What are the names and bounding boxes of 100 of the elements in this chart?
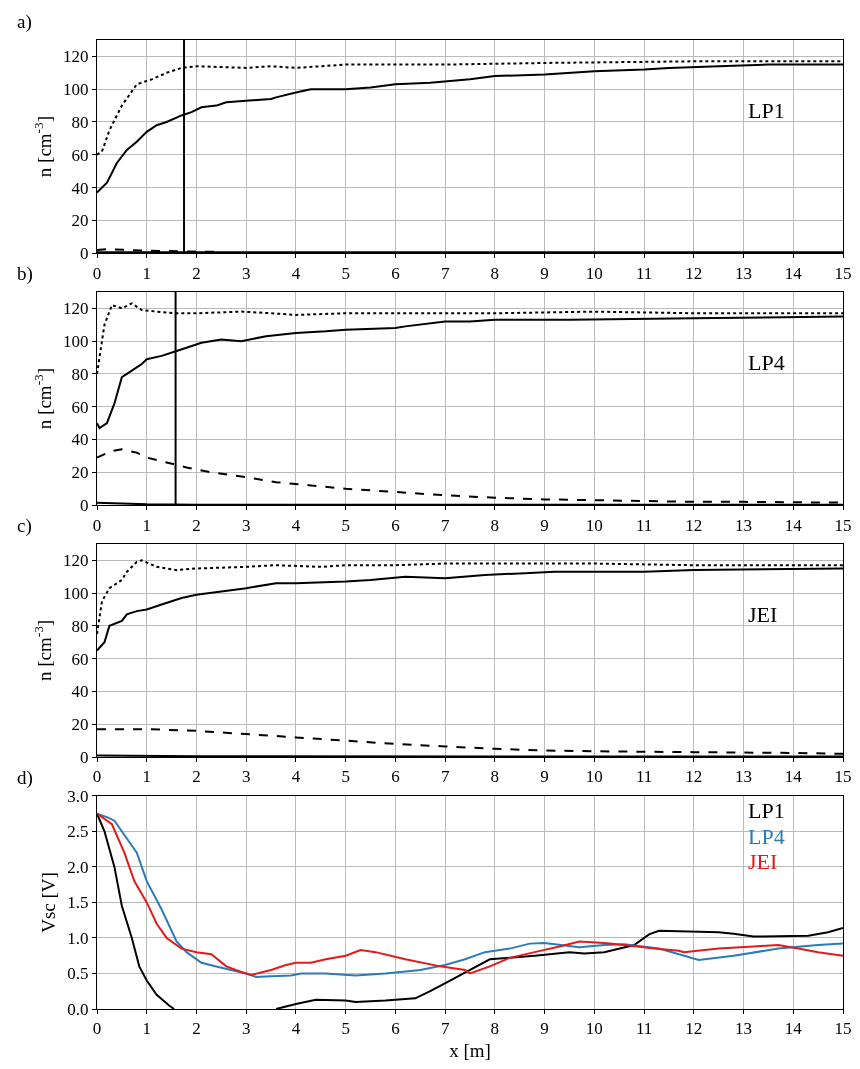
y-axis-title: Vsc [V] xyxy=(38,872,60,933)
x-tick-label: 5 xyxy=(341,515,350,535)
x-tick-label: 5 xyxy=(341,767,350,787)
y-tick-label: 2.5 xyxy=(67,822,89,842)
x-tick-label: 15 xyxy=(834,515,852,535)
x-tick-label: 2 xyxy=(192,515,201,535)
y-tick-label: 20 xyxy=(71,211,89,231)
x-tick-label: 7 xyxy=(440,263,450,283)
x-tick-label: 3 xyxy=(241,515,251,535)
x-tick-label: 11 xyxy=(635,515,653,535)
x-tick-label: 11 xyxy=(635,263,653,283)
x-tick-label: 10 xyxy=(585,515,603,535)
y-tick-label: 0.5 xyxy=(67,964,89,984)
text: LP1 xyxy=(748,798,785,823)
x-tick-label: 8 xyxy=(490,515,500,535)
x-tick-label: 13 xyxy=(735,1019,753,1039)
x-tick-label: 13 xyxy=(735,263,753,283)
y-tick-label: 0 xyxy=(80,748,89,768)
x-tick-label: 9 xyxy=(540,1019,549,1039)
y-tick-label: 100 xyxy=(63,80,89,100)
x-tick-label: 5 xyxy=(341,263,350,283)
x-tick-label: 7 xyxy=(440,1019,450,1039)
text: JEI xyxy=(748,849,778,874)
text: LP4 xyxy=(748,824,785,849)
y-tick-label: 120 xyxy=(63,299,89,319)
x-tick-label: 6 xyxy=(391,515,400,535)
x-tick-label: 15 xyxy=(834,263,852,283)
y-tick-label: 120 xyxy=(63,47,89,67)
y-tick-label: 120 xyxy=(63,551,89,571)
annotation: JEI xyxy=(748,602,778,627)
x-axis-title: x [m] xyxy=(449,1040,491,1062)
x-tick-label: 13 xyxy=(735,767,753,787)
x-tick-label: 14 xyxy=(784,515,803,535)
x-tick-label: 14 xyxy=(784,767,803,787)
x-tick-label: 12 xyxy=(685,767,703,787)
x-tick-label: 6 xyxy=(391,767,400,787)
x-tick-label: 6 xyxy=(391,1019,400,1039)
y-tick-label: 2.0 xyxy=(67,857,89,877)
x-tick-label: 14 xyxy=(784,263,803,283)
y-tick-label: 40 xyxy=(71,430,89,450)
x-tick-label: 11 xyxy=(635,1019,653,1039)
x-tick-label: 8 xyxy=(490,1019,500,1039)
y-tick-label: 20 xyxy=(71,463,89,483)
y-tick-label: 80 xyxy=(71,616,89,636)
y-tick-label: 0 xyxy=(80,244,89,264)
x-tick-label: 9 xyxy=(540,263,549,283)
x-tick-label: 10 xyxy=(585,263,603,283)
y-tick-label: 100 xyxy=(63,584,89,604)
chart-title: a) xyxy=(17,11,32,33)
x-tick-label: 12 xyxy=(685,515,703,535)
y-tick-label: 3.0 xyxy=(67,786,89,806)
x-tick-label: 8 xyxy=(490,263,500,283)
x-tick-label: 2 xyxy=(192,263,201,283)
x-tick-label: 15 xyxy=(834,767,852,787)
x-tick-label: 4 xyxy=(291,1019,301,1039)
chart-title: d) xyxy=(17,767,33,789)
y-tick-label: 1.0 xyxy=(67,928,89,948)
x-tick-label: 14 xyxy=(784,1019,803,1039)
x-tick-label: 13 xyxy=(735,515,753,535)
x-tick-label: 3 xyxy=(241,263,251,283)
x-tick-label: 7 xyxy=(440,515,450,535)
y-tick-label: 100 xyxy=(63,332,89,352)
y-tick-label: 40 xyxy=(71,178,89,198)
x-tick-label: 6 xyxy=(391,263,400,283)
x-tick-label: 4 xyxy=(291,263,301,283)
x-tick-label: 9 xyxy=(540,767,549,787)
y-tick-label: 80 xyxy=(71,364,89,384)
y-tick-label: 0.0 xyxy=(67,999,89,1019)
x-tick-label: 1 xyxy=(142,767,151,787)
x-tick-label: 1 xyxy=(142,1019,151,1039)
y-tick-label: 60 xyxy=(71,649,89,669)
chart-title: c) xyxy=(17,515,32,537)
y-tick-label: 60 xyxy=(71,145,89,165)
x-tick-label: 3 xyxy=(241,1019,251,1039)
x-tick-label: 5 xyxy=(341,1019,350,1039)
x-tick-label: 4 xyxy=(291,767,301,787)
y-tick-label: 40 xyxy=(71,682,89,702)
x-tick-label: 10 xyxy=(585,1019,603,1039)
annotation: LP1 xyxy=(748,98,785,123)
x-tick-label: 12 xyxy=(685,1019,703,1039)
x-tick-label: 11 xyxy=(635,767,653,787)
y-tick-label: 1.5 xyxy=(67,893,89,913)
x-tick-label: 2 xyxy=(192,1019,201,1039)
x-tick-label: 12 xyxy=(685,263,703,283)
annotation: LP4 xyxy=(748,350,785,375)
chart-title: b) xyxy=(17,263,33,285)
x-tick-label: 4 xyxy=(291,515,301,535)
x-tick-label: 3 xyxy=(241,767,251,787)
x-tick-label: 7 xyxy=(440,767,450,787)
y-tick-label: 60 xyxy=(71,397,89,417)
x-tick-label: 9 xyxy=(540,515,549,535)
x-tick-label: 10 xyxy=(585,767,603,787)
x-tick-label: 8 xyxy=(490,767,500,787)
y-tick-label: 20 xyxy=(71,715,89,735)
x-tick-label: 1 xyxy=(142,515,151,535)
y-tick-label: 80 xyxy=(71,112,89,132)
x-tick-label: 1 xyxy=(142,263,151,283)
x-tick-label: 15 xyxy=(834,1019,852,1039)
y-tick-label: 0 xyxy=(80,496,89,516)
x-tick-label: 2 xyxy=(192,767,201,787)
